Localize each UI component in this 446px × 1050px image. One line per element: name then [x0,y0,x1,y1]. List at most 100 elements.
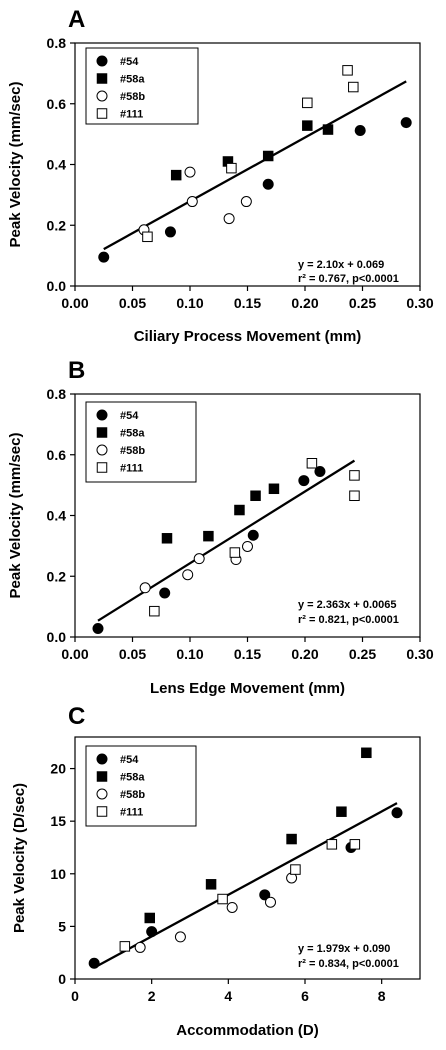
legend-label: #54 [120,56,139,68]
data-point [302,120,313,131]
data-point [354,124,366,136]
data-point [250,490,261,502]
regression-line [103,80,407,251]
data-point [174,931,186,943]
x-tick-label: 0.00 [61,295,88,311]
legend: #54 #58a #58b #111 [85,47,199,125]
legend-label: #58a [120,772,145,784]
data-point [286,833,297,845]
data-point [193,553,205,565]
x-tick-label: 4 [224,988,232,1004]
y-tick-label: 0.8 [47,35,67,51]
x-axis-title: Accommodation (D) [176,1022,319,1039]
x-tick-label: 0.15 [234,295,261,311]
data-point [186,196,198,208]
y-tick-label: 15 [50,813,66,829]
data-point [223,213,235,225]
legend-label: #58b [120,445,145,457]
data-point [349,470,360,481]
legend: #54 #58a #58b #111 [85,745,197,827]
legend-label: #111 [120,463,143,475]
y-tick-label: 0.6 [47,96,67,112]
panel-letter: A [68,6,85,33]
series-2 [144,747,372,924]
panel-letter: B [68,357,85,384]
x-tick-label: 0.15 [234,646,261,662]
y-tick-label: 20 [50,761,66,777]
series-4 [149,458,360,617]
y-tick-label: 0.0 [47,629,67,645]
y-axis-title: Peak Velocity (D/sec) [11,783,28,933]
legend-marker [96,73,108,84]
x-axis-title: Lens Edge Movement (mm) [150,680,345,697]
y-tick-label: 5 [58,918,66,934]
data-point [182,569,194,581]
equation-line: r² = 0.821, p<0.0001 [298,614,399,626]
data-point [184,166,196,178]
equation-line: r² = 0.767, p<0.0001 [298,273,399,285]
data-point [262,150,274,162]
data-point [164,226,176,238]
legend-marker [96,55,108,67]
y-tick-label: 0.4 [47,508,67,524]
legend-marker [96,444,108,456]
data-point [88,957,100,969]
data-point [298,475,310,487]
data-point [336,806,347,817]
data-point [400,117,412,129]
y-tick-label: 0.2 [47,568,67,584]
x-tick-label: 0.20 [291,295,318,311]
x-tick-label: 0.30 [406,646,433,662]
data-point [203,530,214,542]
data-point [144,912,155,924]
data-point [119,941,131,952]
y-tick-label: 0.6 [47,447,67,463]
series-4 [119,839,361,952]
y-tick-label: 10 [50,866,66,882]
data-point [217,893,228,905]
x-tick-label: 0.25 [349,295,376,311]
legend-label: #58a [120,428,145,440]
data-point [262,178,274,190]
legend-marker [96,462,108,473]
series-1 [98,117,412,263]
data-point [302,97,313,109]
data-point [349,839,361,850]
x-tick-label: 6 [301,988,309,1004]
legend-marker [96,90,108,102]
data-point [242,540,253,552]
legend-marker [96,108,108,119]
series-3 [139,540,253,594]
series-4 [142,65,359,243]
x-tick-label: 2 [148,988,156,1004]
y-tick-label: 0.2 [47,217,67,233]
data-point [259,889,271,901]
series-1 [88,807,403,969]
series-2 [170,120,334,181]
data-point [146,926,158,938]
x-tick-label: 0.10 [176,646,203,662]
panel-c: C 0 2 4 6 8 0 5 10 15 20 Accommodation (D) Peak Velo… [11,703,421,1039]
x-tick-label: 0 [71,988,79,1004]
x-tick-label: 0.20 [291,646,318,662]
legend-label: #58b [120,91,145,103]
x-tick-label: 0.00 [61,646,88,662]
legend-label: #54 [120,754,139,766]
data-point [159,587,171,599]
data-point [149,605,160,617]
x-tick-label: 0.10 [176,295,203,311]
data-point [205,879,217,890]
data-point [391,807,403,819]
x-tick-label: 8 [378,988,386,1004]
legend-label: #54 [120,410,139,422]
data-point [322,124,334,135]
y-tick-label: 0.8 [47,386,67,402]
data-point [361,747,372,759]
equation-line: y = 2.363x + 0.0065 [298,599,396,611]
x-tick-label: 0.05 [119,295,146,311]
data-point [290,864,301,875]
y-axis-title: Peak Velocity (mm/sec) [7,82,24,248]
series-2 [161,483,280,544]
